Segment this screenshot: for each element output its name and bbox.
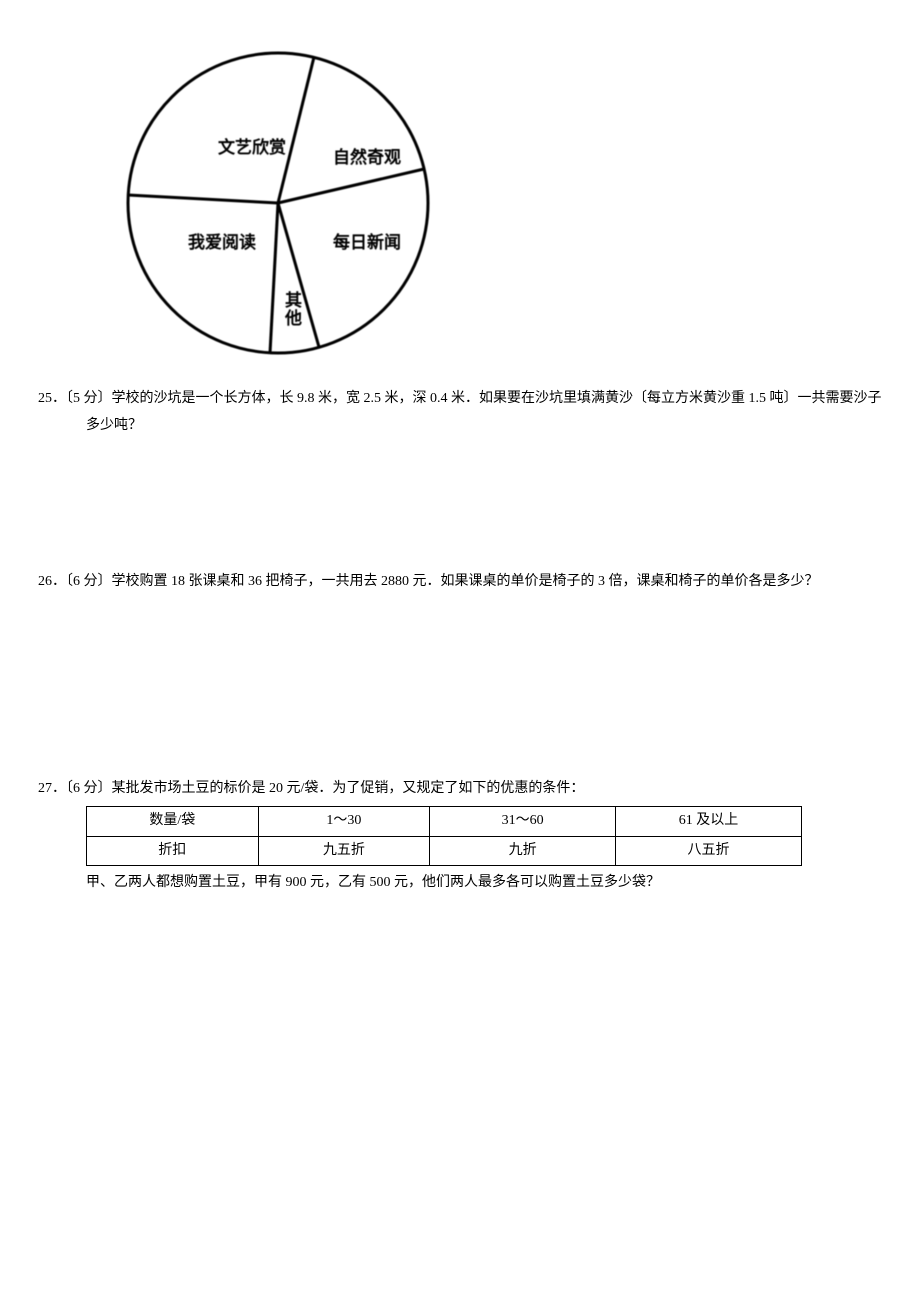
q26-body: 〔6 分〕学校购置 18 张课桌和 36 把椅子，一共用去 2880 元．如果课… [66,574,819,589]
table-header-cell: 数量/袋 [87,807,259,836]
discount-table: 数量/袋 1～30 31～60 61 及以上 折扣 九五折 九折 八五折 [86,806,802,866]
pie-chart: 文艺欣赏自然奇观每日新闻 我爱阅读其他 [118,38,882,368]
question-26: 26．〔6 分〕学校购置 18 张课桌和 36 把椅子，一共用去 2880 元．… [38,569,882,596]
table-header-cell: 1～30 [258,807,430,836]
table-cell: 九折 [430,836,616,865]
question-27-text-before: 27．〔6 分〕某批发市场土豆的标价是 20 元/袋．为了促销，又规定了如下的优… [38,776,882,803]
svg-text:文艺欣赏: 文艺欣赏 [218,137,286,157]
svg-text:我爱阅读: 我爱阅读 [188,232,256,252]
q27-body-before: 〔6 分〕某批发市场土豆的标价是 20 元/袋．为了促销，又规定了如下的优惠的条… [66,781,584,796]
table-cell: 折扣 [87,836,259,865]
question-27-text-after: 甲、乙两人都想购置土豆，甲有 900 元，乙有 500 元，他们两人最多各可以购… [38,870,882,897]
table-cell: 九五折 [258,836,430,865]
table-header-cell: 61 及以上 [616,807,802,836]
svg-text:每日新闻: 每日新闻 [333,232,401,252]
q25-body: 〔5 分〕学校的沙坑是一个长方体，长 9.8 米，宽 2.5 米，深 0.4 米… [66,391,882,433]
table-row: 数量/袋 1～30 31～60 61 及以上 [87,807,802,836]
question-27: 27．〔6 分〕某批发市场土豆的标价是 20 元/袋．为了促销，又规定了如下的优… [38,776,882,897]
svg-text:他: 他 [284,308,302,328]
question-25-text: 25．〔5 分〕学校的沙坑是一个长方体，长 9.8 米，宽 2.5 米，深 0.… [38,386,882,439]
table-cell: 八五折 [616,836,802,865]
table-header-cell: 31～60 [430,807,616,836]
question-25: 25．〔5 分〕学校的沙坑是一个长方体，长 9.8 米，宽 2.5 米，深 0.… [38,386,882,439]
question-26-text: 26．〔6 分〕学校购置 18 张课桌和 36 把椅子，一共用去 2880 元．… [38,569,882,596]
pie-chart-svg: 文艺欣赏自然奇观每日新闻 我爱阅读其他 [118,38,438,368]
svg-text:自然奇观: 自然奇观 [333,147,401,167]
table-row: 折扣 九五折 九折 八五折 [87,836,802,865]
svg-text:其: 其 [285,290,302,310]
